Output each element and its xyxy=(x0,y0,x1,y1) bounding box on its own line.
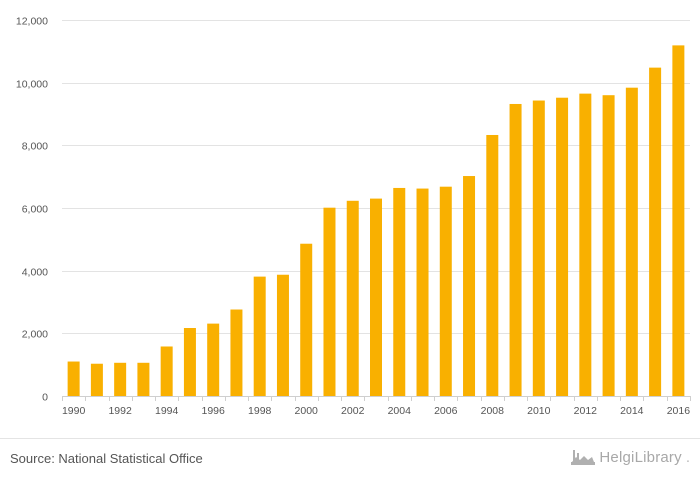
bar-1997 xyxy=(230,309,243,396)
bar-2011 xyxy=(556,97,569,397)
x-tick-label: 1994 xyxy=(155,405,179,417)
footer: Source: National Statistical Office Helg… xyxy=(0,438,700,484)
bar-1995 xyxy=(183,328,196,396)
bar-2001 xyxy=(323,207,336,396)
brand-suffix: . xyxy=(685,448,690,466)
x-tick-label: 2006 xyxy=(434,405,458,417)
y-tick-label: 0 xyxy=(42,392,48,404)
x-tick-label: 2000 xyxy=(295,405,319,417)
x-tick-label: 2012 xyxy=(574,405,598,417)
bar-1993 xyxy=(137,362,150,396)
x-tick-label: 1998 xyxy=(248,405,272,417)
y-tick-label: 6,000 xyxy=(22,204,48,216)
bar-2010 xyxy=(532,100,545,396)
bar-1990 xyxy=(67,361,80,396)
x-tick-label: 1992 xyxy=(108,405,132,417)
x-tick-label: 1990 xyxy=(62,405,86,417)
bar-2009 xyxy=(509,103,522,396)
x-tick-label: 2010 xyxy=(527,405,551,417)
bar-1996 xyxy=(207,323,220,396)
bar-2003 xyxy=(370,198,382,396)
bars xyxy=(67,45,685,397)
axes xyxy=(62,396,691,401)
x-tick-label: 1996 xyxy=(202,405,226,417)
x-tick-label: 2008 xyxy=(481,405,505,417)
x-tick-label: 2016 xyxy=(667,405,691,417)
bar-2005 xyxy=(416,188,429,396)
x-tick-label: 2002 xyxy=(341,405,365,417)
bar-2000 xyxy=(300,243,313,396)
bar-2004 xyxy=(393,187,406,396)
x-tick-label: 2014 xyxy=(620,405,644,417)
bar-2008 xyxy=(486,134,499,397)
y-tick-label: 8,000 xyxy=(22,141,48,153)
y-tick-labels: 0 2,000 4,000 6,000 8,000 10,000 12,000 xyxy=(16,16,48,404)
bar-2016 xyxy=(672,45,685,396)
bar-1994 xyxy=(160,346,173,396)
brand-logo: HelgiLibrary. xyxy=(571,448,690,466)
factory-icon xyxy=(571,450,596,465)
bar-2015 xyxy=(649,67,662,396)
bar-1991 xyxy=(90,363,103,396)
bar-2006 xyxy=(439,186,452,396)
bar-1999 xyxy=(276,274,289,396)
bar-2012 xyxy=(579,93,592,396)
bar-2007 xyxy=(463,176,476,396)
brand-name: HelgiLibrary xyxy=(599,448,682,466)
y-tick-label: 4,000 xyxy=(22,267,48,279)
bar-2002 xyxy=(346,200,359,396)
bar-1992 xyxy=(114,362,127,396)
x-tick-labels: 1990 1992 1994 1996 1998 2000 2002 2004 2006 2008… xyxy=(62,405,690,417)
y-tick-label: 12,000 xyxy=(16,16,48,28)
y-tick-label: 10,000 xyxy=(16,79,48,91)
bar-2013 xyxy=(602,95,615,396)
bar-2014 xyxy=(625,87,638,397)
x-tick-label: 2004 xyxy=(388,405,412,417)
source-note: Source: National Statistical Office xyxy=(10,451,203,466)
bar-1998 xyxy=(253,276,266,396)
y-tick-label: 2,000 xyxy=(22,329,48,341)
